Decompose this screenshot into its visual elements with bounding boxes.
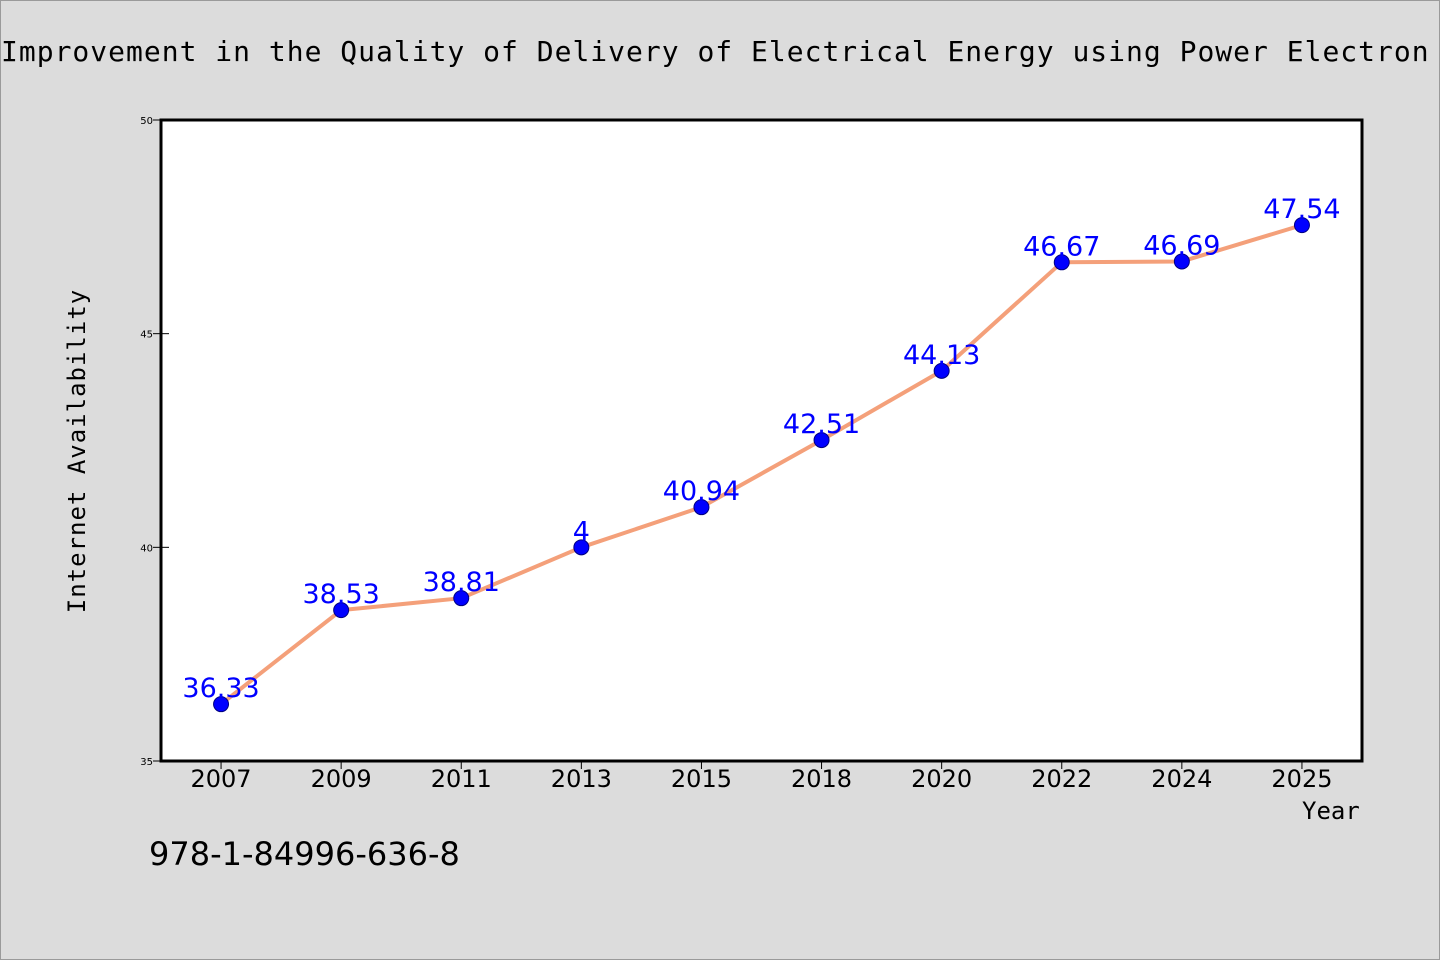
y-tick-label: 35 [140, 757, 153, 768]
x-tick-label: 2007 [191, 765, 252, 793]
data-point [1053, 254, 1070, 271]
data-point [813, 432, 830, 449]
data-markers [213, 217, 1310, 713]
data-labels: 36.33 38.53 38.81 4 40.94 42.51 44.13 46.67 46.6… [182, 194, 1340, 704]
x-tick-label: 2013 [551, 765, 612, 793]
plot-area [161, 120, 1362, 761]
series-line [219, 223, 1303, 706]
data-point [333, 602, 350, 619]
data-value-label: 38.81 [423, 567, 500, 598]
x-axis-ticks: 2007 2009 2011 2013 2015 2018 2020 2022 2024 2025 [191, 761, 1332, 793]
y-tick-label: 40 [140, 543, 153, 554]
data-point [693, 499, 710, 516]
x-axis-label: Year [1302, 797, 1360, 825]
x-tick-label: 2009 [311, 765, 372, 793]
data-value-label: 40.94 [663, 476, 740, 507]
data-value-label: 38.53 [303, 579, 380, 610]
data-value-label: 46.67 [1023, 231, 1100, 262]
data-point [453, 590, 470, 607]
data-point [1293, 217, 1310, 234]
data-value-label: 47.54 [1263, 194, 1340, 225]
data-value-label: 44.13 [903, 340, 980, 371]
isbn-annotation: 978-1-84996-636-8 [149, 835, 460, 873]
y-tick-label: 50 [140, 116, 153, 127]
x-tick-label: 2022 [1031, 765, 1092, 793]
x-tick-label: 2024 [1151, 765, 1212, 793]
x-tick-label: 2018 [791, 765, 852, 793]
data-point [933, 362, 950, 379]
plot-frame [159, 118, 1364, 763]
chart-title: Improvement in the Quality of Delivery o… [1, 35, 1430, 68]
data-point [213, 696, 230, 713]
data-value-label: 4 [573, 516, 590, 547]
data-point [573, 539, 590, 556]
y-tick-label: 45 [140, 330, 153, 341]
data-value-label: 46.69 [1143, 230, 1220, 261]
data-point [1173, 253, 1190, 270]
y-axis-label: Internet Availability [63, 288, 91, 614]
x-tick-label: 2020 [911, 765, 972, 793]
x-tick-label: 2025 [1271, 765, 1332, 793]
x-tick-label: 2011 [431, 765, 492, 793]
data-value-label: 36.33 [182, 673, 259, 704]
data-value-label: 42.51 [783, 409, 860, 440]
x-tick-label: 2015 [671, 765, 732, 793]
